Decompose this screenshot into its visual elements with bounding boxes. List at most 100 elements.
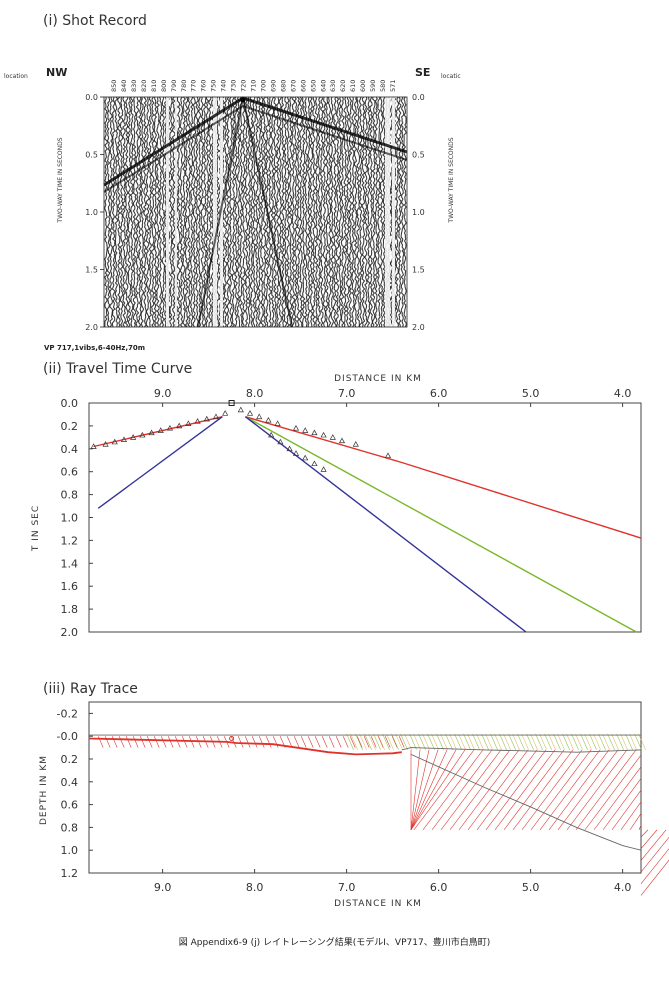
ray-path	[521, 733, 529, 751]
seismic-trace	[374, 96, 379, 328]
ground-roll	[242, 97, 293, 328]
ray-path	[566, 749, 628, 831]
station-label: 650	[309, 80, 317, 92]
seismic-trace	[285, 96, 290, 328]
ray-path	[521, 749, 583, 831]
seismic-trace	[228, 96, 233, 328]
ray-path	[422, 749, 484, 831]
ray-path	[174, 736, 181, 748]
station-label: 790	[170, 80, 178, 92]
seismic-trace	[158, 96, 163, 328]
tt-y-tick-label: 1.6	[61, 580, 79, 593]
observed-point	[166, 424, 174, 431]
ray-path	[512, 733, 520, 751]
rt-y-tick-label: 0.6	[61, 799, 79, 812]
location-label-left: location	[4, 73, 28, 80]
seismic-trace	[148, 96, 153, 328]
seismic-trace	[143, 96, 148, 328]
ray-path	[602, 733, 610, 751]
ray-path	[395, 733, 403, 751]
seismic-trace	[270, 96, 275, 328]
rt-interface-red	[88, 737, 402, 756]
ray-path	[111, 736, 118, 748]
observed-point	[90, 443, 97, 449]
ray-path	[391, 736, 398, 748]
ray-path	[384, 736, 391, 748]
ray-path	[244, 736, 251, 748]
ray-path	[153, 736, 160, 748]
rt-x-tick-label: 7.0	[338, 881, 356, 894]
seismic-trace	[194, 96, 199, 327]
shot-record-title: (i) Shot Record	[43, 13, 147, 29]
tt-observed-points	[90, 406, 392, 472]
seismic-trace	[304, 97, 309, 328]
seismic-trace	[348, 96, 353, 328]
ray-path	[410, 749, 430, 830]
station-labels: 850 840 830 820 810 800 790 780 770 760 750 740 730 7…	[110, 80, 397, 92]
ray-path	[503, 733, 511, 751]
se-label: SE	[415, 66, 430, 79]
seismic-trace	[114, 96, 119, 328]
seismic-trace	[337, 96, 342, 328]
station-label: 770	[190, 80, 198, 92]
seismic-trace	[220, 96, 225, 328]
tt-y-tick-label: 0.8	[61, 489, 79, 502]
ray-path	[146, 736, 153, 748]
ray-path	[404, 733, 412, 751]
ray-path	[431, 749, 493, 831]
seismic-trace	[296, 96, 301, 328]
ray-path	[355, 733, 363, 751]
figure-caption: 図 Appendix6-9 (j) レイトレーシング結果(モデルⅠ、VP717、…	[178, 938, 491, 948]
ray-path	[377, 733, 385, 751]
rt-interface-gray	[410, 753, 642, 851]
station-label: 690	[269, 80, 277, 92]
seismic-trace	[257, 96, 262, 328]
seismic-trace	[364, 96, 368, 328]
ray-path	[517, 733, 525, 751]
seismic-trace	[223, 96, 228, 328]
ray-path	[386, 733, 394, 751]
seismic-trace	[343, 96, 348, 328]
ray-path	[377, 736, 384, 748]
ray-path	[571, 733, 579, 751]
seismic-trace	[122, 96, 127, 328]
rt-x-axis-label: DISTANCE IN KM	[334, 899, 422, 909]
ray-path	[512, 749, 574, 831]
station-label: 850	[110, 80, 118, 92]
station-label: 730	[230, 80, 238, 92]
observed-point	[212, 413, 220, 420]
seismic-trace	[317, 96, 322, 328]
ray-path	[373, 733, 381, 751]
ray-path	[382, 733, 390, 751]
ray-path	[584, 754, 642, 831]
seismic-trace	[369, 96, 374, 328]
ray-path	[494, 733, 502, 751]
seismic-trace	[306, 96, 311, 328]
ray-path	[251, 736, 258, 748]
ray-path	[272, 736, 279, 748]
station-label: 700	[259, 80, 267, 92]
rt-y-ticks: -0.2 -0.0 0.2 0.4 0.6 0.8 1.0 1.2	[57, 707, 93, 880]
seismic-trace	[129, 96, 135, 328]
ray-trace-chart: 9.0 8.0 7.0 6.0 5.0 4.0 -0.2 -0.0 0.2 0.4 0.6 0.8 1…	[39, 701, 669, 909]
rt-interfaces	[88, 734, 642, 851]
station-label: 740	[220, 80, 228, 92]
ray-path	[548, 733, 556, 751]
shot-y-tick-label: 2.0	[412, 323, 425, 332]
tt-series-red	[93, 416, 223, 448]
seismic-trace	[260, 96, 265, 328]
ray-path	[342, 736, 349, 748]
observed-point	[384, 452, 392, 459]
observed-point	[111, 438, 118, 445]
ray-path	[118, 736, 125, 748]
tt-x-tick-label: 9.0	[154, 387, 172, 400]
ray-path	[620, 801, 642, 831]
tt-series-green	[245, 416, 637, 633]
seismic-trace	[231, 96, 236, 328]
rt-y-tick-label: -0.2	[57, 707, 78, 720]
seismic-trace	[319, 96, 324, 328]
station-label: 660	[299, 80, 307, 92]
observed-point	[302, 454, 309, 461]
ray-path	[293, 736, 300, 748]
observed-point	[256, 413, 263, 420]
